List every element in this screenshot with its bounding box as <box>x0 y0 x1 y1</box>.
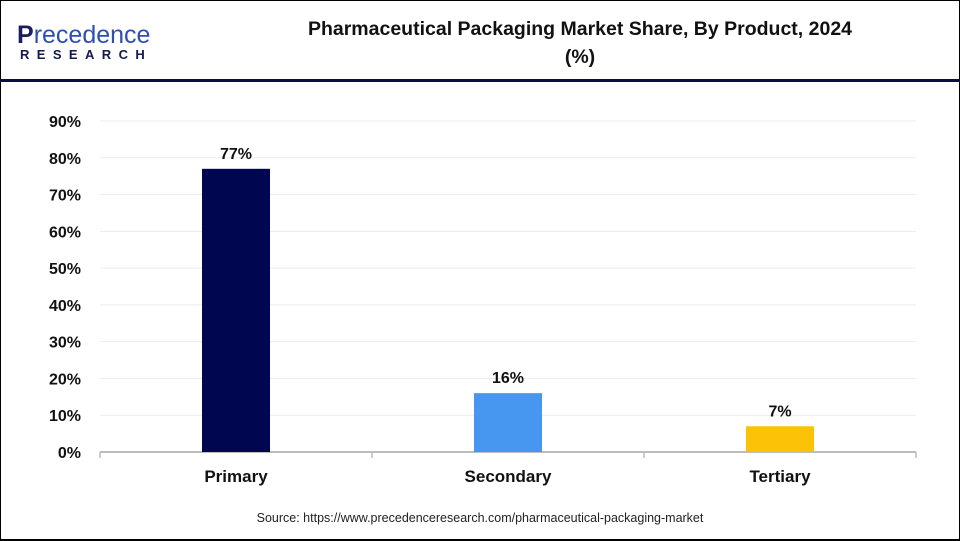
x-category-label: Tertiary <box>749 467 811 486</box>
y-tick-label: 0% <box>58 445 81 462</box>
title-line-2: (%) <box>564 46 596 68</box>
source-text: Source: https://www.precedenceresearch.c… <box>256 511 704 525</box>
chart-title: Pharmaceutical Packaging Market Share, B… <box>200 15 960 71</box>
bar-tertiary <box>746 426 814 452</box>
y-tick-label: 50% <box>49 261 81 278</box>
y-tick-label: 20% <box>49 371 81 388</box>
y-tick-label: 90% <box>49 114 81 131</box>
logo-name: recedence <box>33 21 151 49</box>
logo-initial: P <box>17 21 34 49</box>
bar-primary <box>202 168 270 453</box>
y-tick-label: 10% <box>49 408 81 425</box>
x-category-label: Secondary <box>465 467 552 486</box>
y-tick-label: 70% <box>49 188 81 205</box>
header-divider <box>0 79 960 82</box>
x-category-label: Primary <box>204 467 268 486</box>
y-tick-label: 40% <box>49 298 81 315</box>
precedence-research-logo: Precedence RESEARCH <box>17 22 152 62</box>
data-label: 7% <box>768 403 791 420</box>
logo-subtitle: RESEARCH <box>20 47 153 62</box>
y-tick-label: 60% <box>49 224 81 241</box>
y-tick-label: 30% <box>49 335 81 352</box>
title-line-1: Pharmaceutical Packaging Market Share, B… <box>307 18 853 40</box>
y-tick-label: 80% <box>49 151 81 168</box>
data-label: 77% <box>220 146 252 163</box>
bar-secondary <box>474 393 542 452</box>
data-label: 16% <box>492 370 524 387</box>
